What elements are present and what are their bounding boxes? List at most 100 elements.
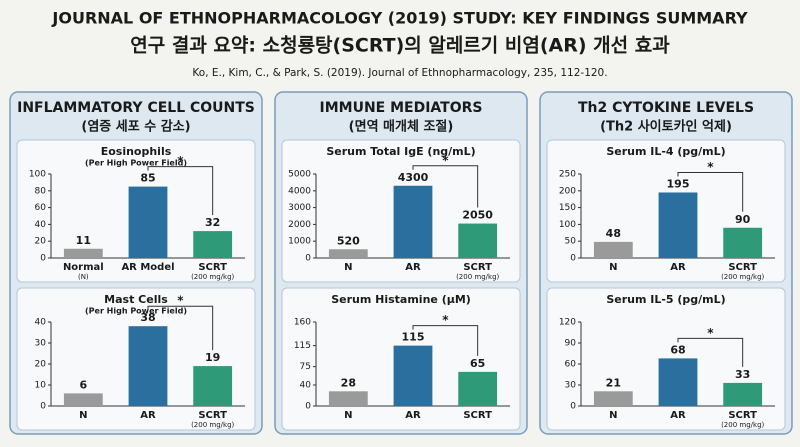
- value-label: 4300: [398, 171, 429, 184]
- y-tick-label: 20: [35, 360, 47, 370]
- value-label: 21: [606, 376, 621, 389]
- y-tick-label: 160: [294, 318, 311, 328]
- value-label: 195: [667, 177, 690, 190]
- value-label: 2050: [462, 209, 493, 222]
- bar: [63, 393, 103, 406]
- y-tick-label: 40: [35, 318, 47, 328]
- bar: [63, 248, 103, 258]
- x-tick-label: N: [609, 410, 617, 421]
- bar: [723, 227, 763, 258]
- y-tick-label: 100: [559, 220, 576, 230]
- y-tick-label: 30: [565, 381, 577, 391]
- bar: [128, 326, 168, 406]
- y-tick-label: 0: [570, 254, 576, 264]
- significance-mark: *: [442, 313, 449, 327]
- y-tick-label: 5000: [288, 170, 311, 180]
- panel-subtitle: (염증 세포 수 감소): [81, 119, 190, 135]
- category-note: (200 mg/kg): [721, 273, 764, 281]
- citation: Ko, E., Kim, C., & Park, S. (2019). Jour…: [192, 67, 607, 79]
- bar: [328, 249, 368, 258]
- y-tick-label: 120: [559, 318, 576, 328]
- x-tick-label: SCRT: [463, 410, 492, 421]
- significance-mark: *: [442, 153, 449, 167]
- value-label: 115: [402, 331, 425, 344]
- significance-mark: *: [177, 294, 184, 308]
- category-note: (N): [78, 273, 89, 281]
- chart-title: Serum IL-4 (pg/mL): [606, 145, 725, 158]
- value-label: 65: [470, 357, 485, 370]
- bar: [658, 192, 698, 258]
- bar: [193, 366, 233, 406]
- y-tick-label: 90: [565, 339, 577, 349]
- value-label: 48: [606, 227, 621, 240]
- chart-title: Mast Cells: [104, 293, 168, 306]
- chart-title: Serum IL-5 (pg/mL): [606, 293, 725, 306]
- y-tick-label: 2000: [288, 220, 311, 230]
- chart-subtitle: (Per High Power Field): [85, 159, 187, 168]
- x-tick-label: N: [609, 262, 617, 273]
- y-tick-label: 60: [565, 360, 577, 370]
- value-label: 11: [76, 234, 91, 247]
- y-tick-label: 40: [35, 220, 47, 230]
- y-tick-label: 200: [559, 186, 576, 196]
- x-tick-label: Normal: [63, 262, 104, 273]
- value-label: 19: [205, 351, 220, 364]
- x-tick-label: SCRT: [198, 410, 227, 421]
- bar: [458, 371, 498, 406]
- bar: [723, 382, 763, 406]
- significance-bracket: [147, 166, 214, 216]
- x-tick-label: SCRT: [728, 410, 757, 421]
- chart-title: Serum Total IgE (ng/mL): [326, 145, 475, 158]
- value-label: 520: [337, 234, 360, 247]
- significance-bracket: [677, 171, 744, 212]
- panel-title: INFLAMMATORY CELL COUNTS: [17, 100, 255, 116]
- y-tick-label: 80: [35, 186, 47, 196]
- category-note: (200 mg/kg): [191, 273, 234, 281]
- y-tick-label: 0: [305, 402, 311, 412]
- value-label: 32: [205, 216, 220, 229]
- panel-subtitle: (Th2 사이토카인 억제): [600, 119, 732, 135]
- y-tick-label: 100: [29, 170, 46, 180]
- y-tick-label: 10: [35, 381, 47, 391]
- value-label: 38: [140, 311, 155, 324]
- x-tick-label: AR: [405, 410, 421, 421]
- significance-bracket: [147, 305, 214, 351]
- y-tick-label: 40: [300, 381, 312, 391]
- x-tick-label: AR: [405, 262, 421, 273]
- y-tick-label: 0: [570, 402, 576, 412]
- value-label: 68: [670, 343, 685, 356]
- y-tick-label: 30: [35, 339, 47, 349]
- panel-title: Th2 CYTOKINE LEVELS: [578, 100, 754, 116]
- chart-title: Eosinophils: [101, 145, 172, 158]
- y-tick-label: 4000: [288, 186, 311, 196]
- x-tick-label: SCRT: [198, 262, 227, 273]
- bar: [128, 186, 168, 258]
- x-tick-label: SCRT: [463, 262, 492, 273]
- y-tick-label: 0: [40, 254, 46, 264]
- x-tick-label: AR: [140, 410, 156, 421]
- y-tick-label: 115: [294, 341, 311, 351]
- value-label: 6: [80, 378, 88, 391]
- x-tick-label: N: [344, 410, 352, 421]
- category-note: (200 mg/kg): [456, 273, 499, 281]
- significance-mark: *: [707, 326, 714, 340]
- x-tick-label: AR: [670, 262, 686, 273]
- y-tick-label: 75: [300, 362, 311, 372]
- x-tick-label: AR Model: [121, 262, 174, 273]
- chart-title: Serum Histamine (μM): [331, 293, 471, 306]
- y-tick-label: 3000: [288, 203, 311, 213]
- x-tick-label: SCRT: [728, 262, 757, 273]
- x-tick-label: N: [79, 410, 87, 421]
- chart-subtitle: (Per High Power Field): [85, 307, 187, 316]
- x-tick-label: AR: [670, 410, 686, 421]
- bar: [393, 185, 433, 258]
- significance-bracket: [412, 325, 479, 356]
- bar: [328, 391, 368, 406]
- y-tick-label: 250: [559, 170, 576, 180]
- value-label: 33: [735, 368, 750, 381]
- y-tick-label: 0: [305, 254, 311, 264]
- bar: [393, 345, 433, 406]
- page-title: JOURNAL OF ETHNOPHARMACOLOGY (2019) STUD…: [51, 9, 748, 28]
- value-label: 90: [735, 213, 751, 226]
- y-tick-label: 150: [559, 203, 576, 213]
